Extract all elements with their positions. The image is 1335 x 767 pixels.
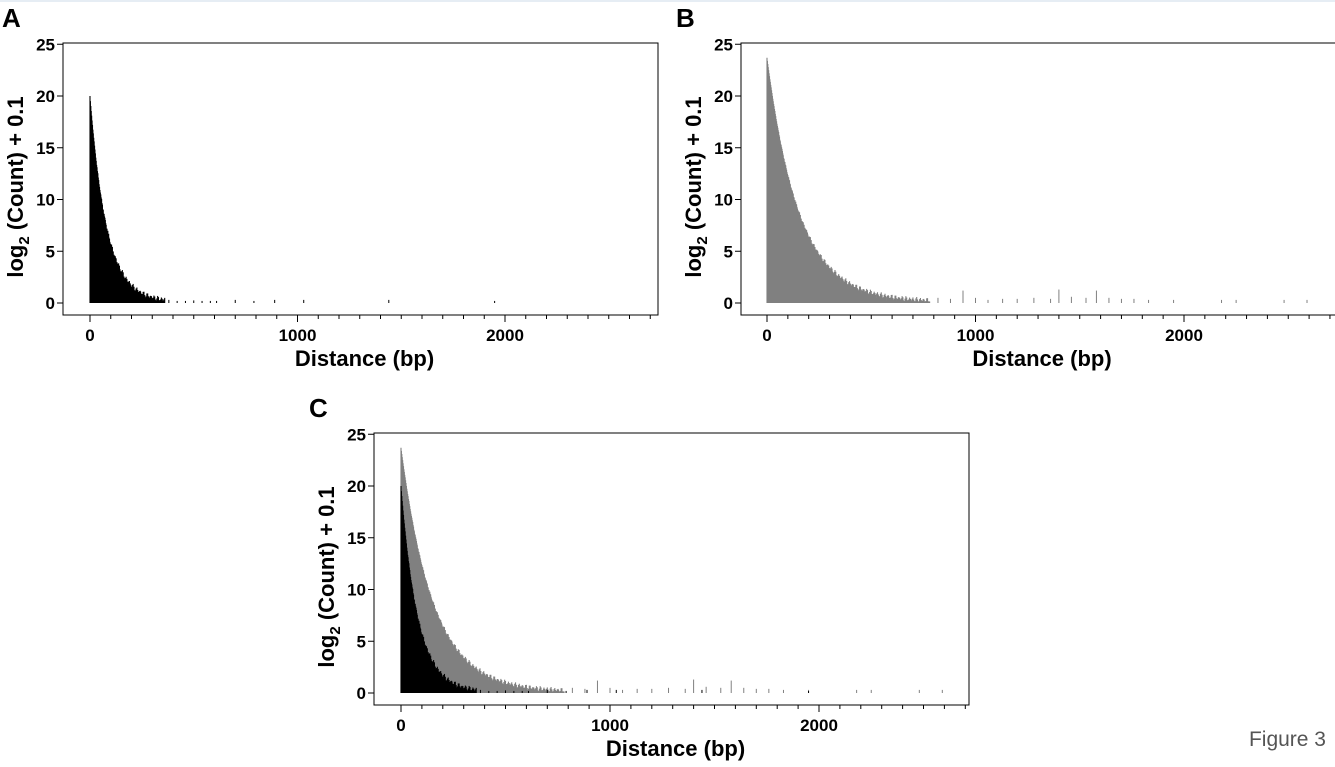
- y-axis-label: log2 (Count) + 0.1: [3, 96, 33, 277]
- panel-label-c: C: [309, 393, 328, 423]
- y-axis-label: log2 (Count) + 0.1: [314, 486, 344, 667]
- y-tick-label: 5: [724, 242, 733, 261]
- x-tick-label: 0: [762, 326, 771, 345]
- x-tick-label: 1000: [279, 326, 317, 345]
- y-tick-label: 20: [714, 87, 733, 106]
- y-tick-label: 15: [347, 529, 366, 548]
- x-axis-label: Distance (bp): [606, 736, 745, 761]
- top-border: [0, 0, 1335, 2]
- x-tick-label: 0: [396, 716, 405, 735]
- panel-label-a: A: [2, 3, 21, 33]
- y-tick-label: 20: [347, 477, 366, 496]
- x-tick-label: 2000: [1165, 326, 1203, 345]
- x-tick-label: 2000: [800, 716, 838, 735]
- y-tick-label: 10: [36, 191, 55, 210]
- x-tick-label: 1000: [957, 326, 995, 345]
- x-tick-label: 1000: [591, 716, 629, 735]
- bar-group: [400, 447, 943, 693]
- x-tick-label: 0: [85, 326, 94, 345]
- y-tick-label: 0: [724, 294, 733, 313]
- x-tick-label: 2000: [486, 326, 524, 345]
- chart-panel-b: 0 5 10 15 20 25 0 1000 2000 Distance (bp) log2 (Co…: [681, 35, 1335, 371]
- figure-caption: Figure 3: [1248, 728, 1326, 751]
- y-tick-label: 5: [46, 242, 55, 261]
- chart-panel-a: 0 5 10 15 20 25 0 1000 2000 Distance (bp) log2 (Co…: [3, 35, 659, 371]
- y-tick-label: 25: [347, 425, 366, 444]
- x-axis-label: Distance (bp): [295, 346, 434, 371]
- y-tick-label: 15: [714, 139, 733, 158]
- y-tick-label: 10: [714, 191, 733, 210]
- y-tick-label: 0: [46, 294, 55, 313]
- y-tick-label: 5: [357, 632, 366, 651]
- panel-label-b: B: [676, 3, 695, 33]
- y-tick-label: 10: [347, 581, 366, 600]
- y-tick-label: 15: [36, 139, 55, 158]
- bar-group: [89, 96, 496, 303]
- chart-panel-c: 0 5 10 15 20 25 0 1000 2000 Distance (bp) log2 (Co…: [314, 425, 970, 761]
- x-axis-label: Distance (bp): [972, 346, 1111, 371]
- y-tick-label: 0: [357, 684, 366, 703]
- bar-group: [766, 57, 1308, 303]
- y-tick-label: 25: [36, 35, 55, 54]
- y-tick-label: 25: [714, 35, 733, 54]
- plot-frame: [62, 42, 659, 316]
- plot-frame: [373, 432, 970, 706]
- y-tick-label: 20: [36, 87, 55, 106]
- y-axis-label: log2 (Count) + 0.1: [681, 96, 711, 277]
